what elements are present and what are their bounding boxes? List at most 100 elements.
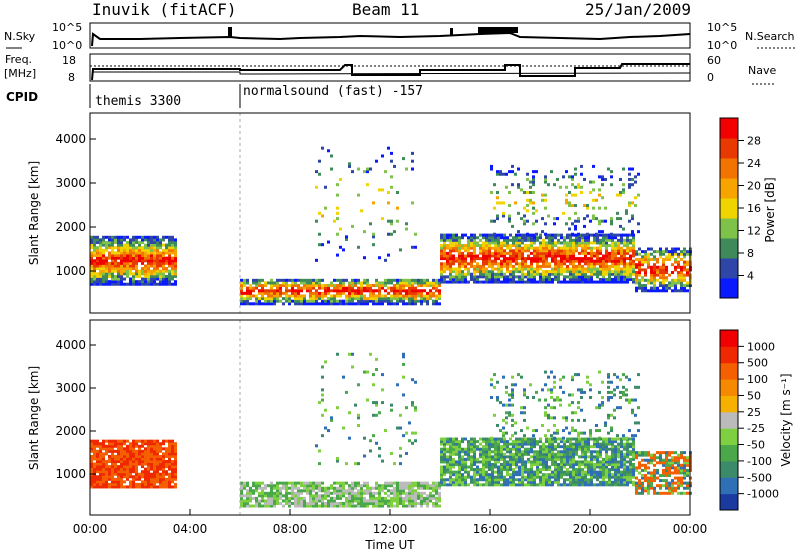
echo-cell bbox=[348, 486, 351, 490]
echo-cell bbox=[246, 484, 249, 488]
echo-cell bbox=[505, 185, 508, 189]
echo-cell bbox=[102, 472, 105, 476]
echo-cell bbox=[120, 248, 123, 252]
echo-cell bbox=[270, 491, 273, 495]
echo-cell bbox=[628, 167, 631, 171]
echo-cell bbox=[402, 504, 405, 508]
echo-cell bbox=[381, 302, 384, 306]
echo-cell bbox=[438, 297, 441, 301]
echo-cell bbox=[306, 484, 309, 488]
echo-cell bbox=[554, 473, 557, 477]
echo-cell bbox=[111, 243, 114, 247]
echo-cell bbox=[461, 478, 464, 482]
echo-cell bbox=[411, 289, 414, 293]
echo-cell bbox=[461, 257, 464, 261]
echo-cell bbox=[270, 281, 273, 285]
echo-cell bbox=[120, 267, 123, 271]
echo-cell bbox=[467, 445, 470, 449]
echo-cell bbox=[524, 440, 527, 444]
echo-cell bbox=[93, 452, 96, 456]
echo-cell bbox=[150, 475, 153, 479]
echo-cell bbox=[572, 483, 575, 487]
echo-cell bbox=[285, 489, 288, 493]
echo-cell bbox=[548, 478, 551, 482]
echo-cell bbox=[381, 217, 384, 221]
echo-cell bbox=[575, 460, 578, 464]
echo-cell bbox=[171, 251, 174, 255]
echo-cell bbox=[141, 470, 144, 474]
echo-cell bbox=[547, 183, 550, 187]
echo-cell bbox=[339, 496, 342, 500]
echo-cell bbox=[590, 480, 593, 484]
echo-cell bbox=[569, 450, 572, 454]
echo-cell bbox=[523, 191, 526, 194]
echo-cell bbox=[530, 257, 533, 261]
echo-cell bbox=[668, 489, 671, 493]
echo-cell bbox=[399, 297, 402, 301]
echo-cell bbox=[159, 274, 162, 278]
echo-cell bbox=[592, 164, 595, 168]
echo-cell bbox=[327, 302, 330, 306]
echo-cell bbox=[111, 442, 114, 446]
echo-cell bbox=[524, 483, 527, 487]
echo-cell bbox=[566, 460, 569, 464]
echo-cell bbox=[641, 451, 644, 455]
echo-cell bbox=[500, 262, 503, 266]
echo-cell bbox=[414, 281, 417, 285]
echo-cell bbox=[390, 222, 393, 226]
echo-cell bbox=[156, 241, 159, 244]
echo-cell bbox=[102, 439, 105, 443]
echo-cell bbox=[111, 277, 114, 281]
echo-cell bbox=[117, 277, 120, 281]
echo-cell bbox=[680, 451, 683, 455]
echo-cell bbox=[515, 238, 518, 242]
echo-cell bbox=[506, 259, 509, 263]
echo-cell bbox=[563, 440, 566, 444]
echo-cell bbox=[126, 241, 129, 244]
echo-cell bbox=[294, 486, 297, 490]
echo-cell bbox=[312, 481, 315, 485]
echo-cell bbox=[321, 214, 324, 218]
echo-cell bbox=[641, 481, 644, 485]
echo-cell bbox=[641, 463, 644, 467]
echo-cell bbox=[303, 499, 306, 503]
echo-cell bbox=[548, 272, 551, 276]
echo-cell bbox=[491, 478, 494, 482]
echo-cell bbox=[470, 475, 473, 479]
echo-cell bbox=[96, 477, 99, 481]
echo-cell bbox=[565, 193, 568, 197]
echo-cell bbox=[560, 457, 563, 461]
echo-cell bbox=[638, 257, 641, 261]
echo-cell bbox=[384, 486, 387, 490]
echo-cell bbox=[324, 185, 327, 189]
echo-cell bbox=[108, 251, 111, 255]
echo-cell bbox=[153, 269, 156, 273]
echo-cell bbox=[279, 294, 282, 298]
echo-cell bbox=[159, 280, 162, 284]
echo-cell bbox=[623, 251, 626, 255]
echo-cell bbox=[578, 442, 581, 446]
echo-cell bbox=[156, 457, 159, 461]
echo-cell bbox=[568, 175, 571, 179]
echo-cell bbox=[309, 299, 312, 303]
echo-cell bbox=[105, 449, 108, 453]
echo-cell bbox=[479, 267, 482, 271]
echo-cell bbox=[318, 286, 321, 290]
echo-cell bbox=[99, 470, 102, 474]
echo-cell bbox=[596, 254, 599, 258]
echo-cell bbox=[680, 250, 683, 254]
echo-cell bbox=[515, 473, 518, 477]
echo-cell bbox=[545, 465, 548, 469]
echo-cell bbox=[165, 439, 168, 443]
echo-cell bbox=[610, 217, 613, 221]
echo-cell bbox=[458, 450, 461, 454]
echo-cell bbox=[635, 263, 638, 267]
echo-cell bbox=[686, 481, 689, 485]
echo-cell bbox=[261, 291, 264, 295]
echo-cell bbox=[333, 286, 336, 290]
echo-cell bbox=[150, 248, 153, 252]
echo-cell bbox=[581, 475, 584, 479]
echo-cell bbox=[524, 442, 527, 446]
echo-cell bbox=[111, 251, 114, 255]
echo-cell bbox=[539, 475, 542, 479]
